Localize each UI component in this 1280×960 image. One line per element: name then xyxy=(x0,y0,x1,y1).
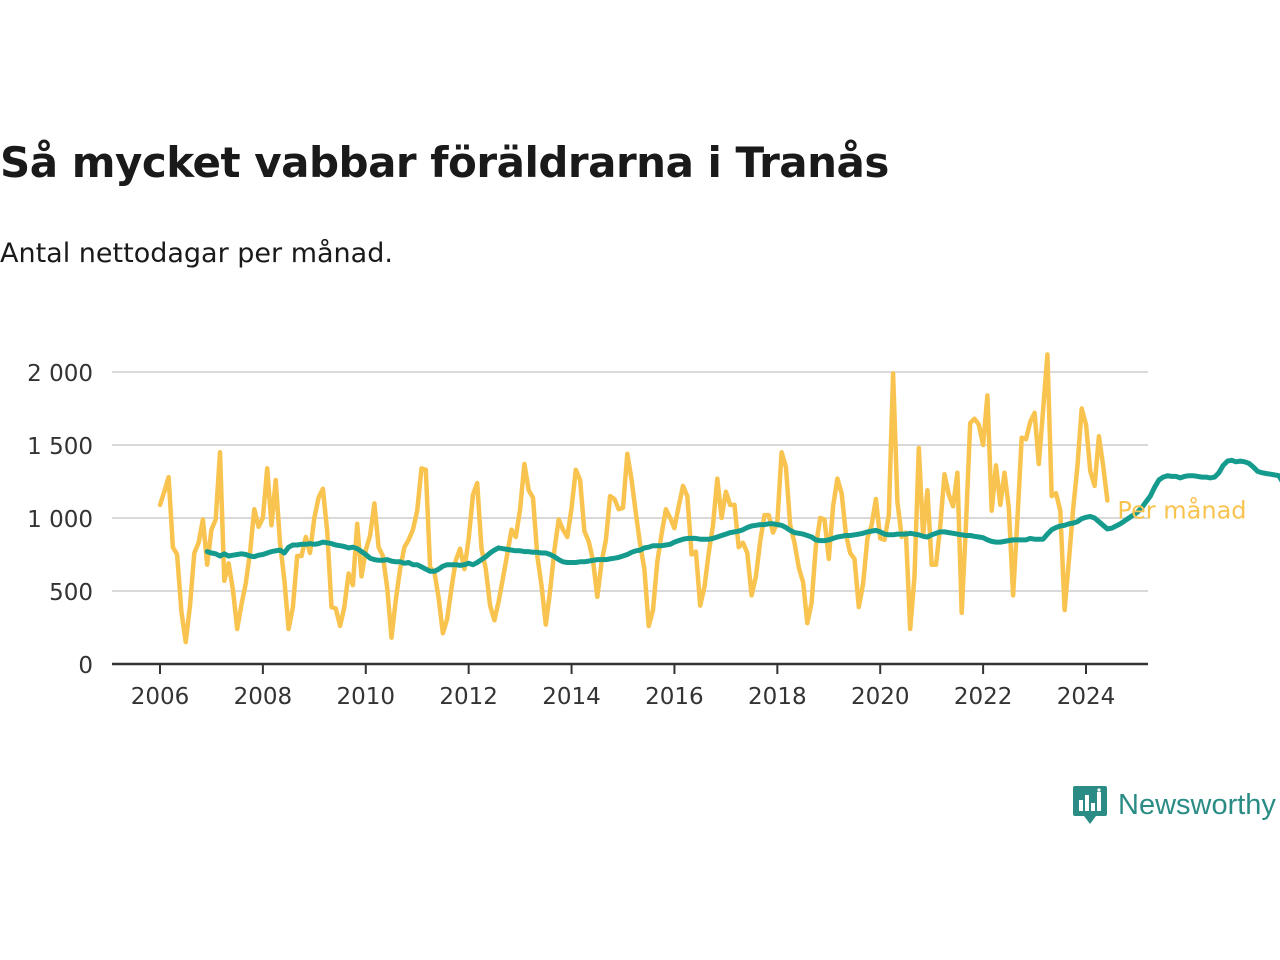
x-tick-label: 2018 xyxy=(748,684,807,710)
y-tick-label: 1 000 xyxy=(27,507,93,533)
brand-name: Newsworthy xyxy=(1118,788,1276,821)
gridlines xyxy=(112,371,1148,592)
x-tick-label: 2010 xyxy=(337,684,396,710)
x-tick-label: 2012 xyxy=(439,684,498,710)
series-labels: Per månadTrend xyxy=(1117,495,1246,524)
x-tick-label: 2022 xyxy=(954,684,1013,710)
x-tick-label: 2024 xyxy=(1057,684,1116,710)
chart-title: Så mycket vabbar föräldrarna i Tranås xyxy=(0,138,889,187)
y-tick-label: 2 000 xyxy=(27,361,93,387)
x-tick-label: 2014 xyxy=(542,684,601,710)
x-tick-label: 2006 xyxy=(131,684,190,710)
line-chart: 0 500 1 000 1 500 2 000 2006 2008 2010 2012 2014… xyxy=(27,352,1280,710)
y-tick-label: 1 500 xyxy=(27,434,93,460)
y-tick-label: 500 xyxy=(49,580,93,606)
series-label-per-m-nad: Per månad xyxy=(1117,495,1246,524)
y-tick-label: 0 xyxy=(78,653,93,679)
series-line-trend xyxy=(204,457,1280,574)
series-line-per-m-nad xyxy=(157,352,1110,645)
x-tick-label: 2016 xyxy=(645,684,704,710)
series-lines xyxy=(157,352,1280,645)
x-tick-label: 2020 xyxy=(851,684,910,710)
y-axis-tick-labels: 0 500 1 000 1 500 2 000 xyxy=(27,361,93,679)
newsworthy-logo: Newsworthy xyxy=(1072,784,1276,826)
chart-subtitle: Antal nettodagar per månad. xyxy=(0,238,393,269)
newsworthy-logo-icon xyxy=(1073,786,1107,824)
x-tick-label: 2008 xyxy=(234,684,293,710)
x-axis: 2006 2008 2010 2012 2014 2016 2018 2020 2022 2024 xyxy=(112,662,1148,710)
